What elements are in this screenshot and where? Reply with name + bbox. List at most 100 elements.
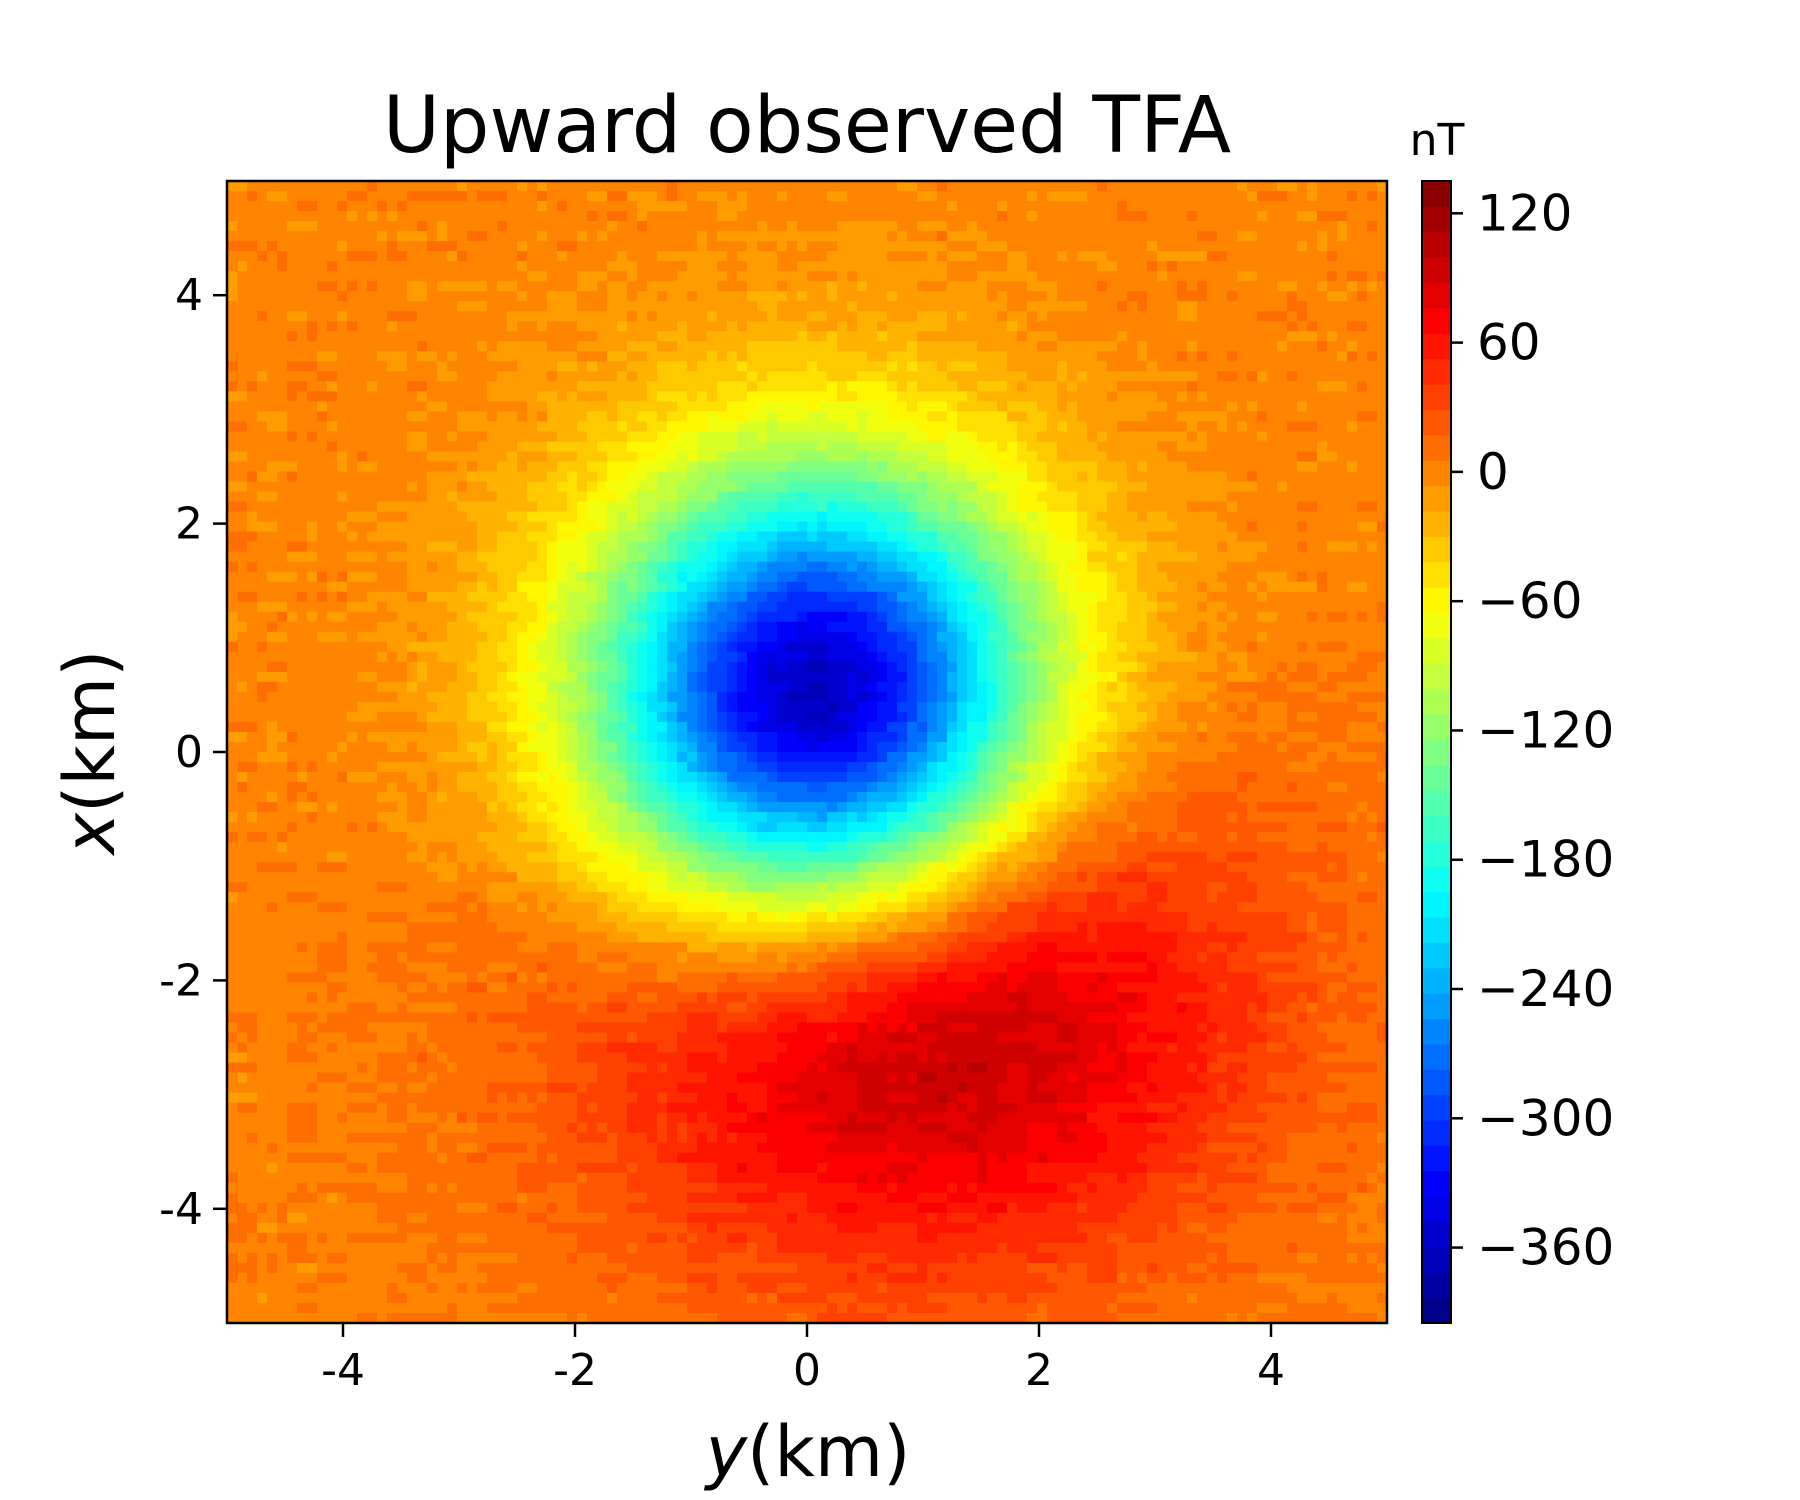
- heatmap-cell: [1227, 331, 1238, 342]
- heatmap-cell: [1017, 341, 1028, 352]
- heatmap-cell: [1307, 351, 1318, 362]
- heatmap-cell: [1357, 391, 1368, 402]
- heatmap-cell: [977, 201, 988, 212]
- heatmap-cell: [267, 361, 278, 372]
- heatmap-cell: [1317, 311, 1328, 322]
- heatmap-cell: [787, 261, 798, 272]
- heatmap-cell: [937, 441, 948, 453]
- heatmap-cell: [237, 511, 248, 523]
- heatmap-cell: [1317, 431, 1328, 443]
- heatmap-cell: [877, 431, 888, 443]
- heatmap-cell: [557, 311, 568, 322]
- heatmap-cell: [1237, 421, 1248, 433]
- heatmap-cell: [1357, 301, 1368, 312]
- heatmap-cell: [247, 581, 258, 593]
- heatmap-cell: [447, 441, 458, 453]
- heatmap-cell: [387, 261, 398, 272]
- heatmap-cell: [1237, 261, 1248, 272]
- heatmap-cell: [237, 321, 248, 332]
- heatmap-cell: [1297, 201, 1308, 212]
- heatmap-cell: [247, 561, 258, 573]
- heatmap-cell: [267, 441, 278, 453]
- heatmap-cell: [1377, 191, 1387, 202]
- heatmap-cell: [1057, 561, 1068, 573]
- heatmap-cell: [847, 331, 858, 342]
- heatmap-cell: [477, 371, 488, 382]
- heatmap-cell: [527, 251, 538, 262]
- heatmap-cell: [1297, 421, 1308, 433]
- heatmap-cell: [257, 471, 268, 483]
- heatmap-cell: [797, 571, 808, 583]
- heatmap-cell: [457, 191, 468, 202]
- heatmap-cell: [967, 241, 978, 252]
- heatmap-cell: [557, 481, 568, 493]
- heatmap-cell: [377, 191, 388, 202]
- heatmap-cell: [1357, 541, 1368, 553]
- heatmap-cell: [1227, 451, 1238, 463]
- heatmap-cell: [1337, 371, 1348, 382]
- heatmap-cell: [547, 181, 558, 192]
- heatmap-cell: [1157, 481, 1168, 493]
- heatmap-cell: [777, 431, 788, 443]
- heatmap-cell: [557, 251, 568, 262]
- heatmap-cell: [957, 491, 968, 503]
- heatmap-cell: [777, 191, 788, 202]
- heatmap-cell: [447, 531, 458, 543]
- heatmap-cell: [897, 371, 908, 382]
- heatmap-cell: [257, 481, 268, 493]
- heatmap-cell: [607, 271, 618, 282]
- heatmap-cell: [477, 291, 488, 302]
- heatmap-cell: [567, 201, 578, 212]
- heatmap-cell: [1317, 191, 1328, 202]
- heatmap-cell: [627, 221, 638, 232]
- heatmap-cell: [417, 421, 428, 433]
- heatmap-cell: [417, 291, 428, 302]
- heatmap-cell: [547, 411, 558, 423]
- heatmap-cell: [807, 431, 818, 443]
- heatmap-cell: [607, 351, 618, 362]
- heatmap-cell: [237, 211, 248, 222]
- heatmap-cell: [587, 211, 598, 222]
- heatmap-cell: [767, 551, 778, 563]
- heatmap-cell: [427, 401, 438, 413]
- heatmap-cell: [1327, 341, 1338, 352]
- heatmap-cell: [1097, 261, 1108, 272]
- heatmap-cell: [667, 431, 678, 443]
- heatmap-cell: [387, 331, 398, 342]
- heatmap-cell: [567, 351, 578, 362]
- heatmap-cell: [1127, 591, 1138, 603]
- heatmap-cell: [827, 461, 838, 473]
- heatmap-cell: [897, 301, 908, 312]
- heatmap-cell: [1217, 391, 1228, 402]
- heatmap-cell: [897, 341, 908, 352]
- heatmap-cell: [1107, 481, 1118, 493]
- heatmap-cell: [717, 271, 728, 282]
- heatmap-cell: [787, 321, 798, 332]
- heatmap-cell: [727, 271, 738, 282]
- heatmap-cell: [537, 371, 548, 382]
- heatmap-cell: [267, 401, 278, 413]
- heatmap-cell: [1337, 261, 1348, 272]
- heatmap-cell: [1137, 351, 1148, 362]
- heatmap-cell: [287, 431, 298, 443]
- heatmap-cell: [1367, 411, 1378, 423]
- heatmap-cell: [1037, 181, 1048, 192]
- heatmap-cell: [227, 341, 238, 352]
- heatmap-cell: [677, 241, 688, 252]
- heatmap-cell: [787, 441, 798, 453]
- heatmap-cell: [1057, 581, 1068, 593]
- heatmap-cell: [1377, 291, 1387, 302]
- heatmap-cell: [257, 401, 268, 413]
- heatmap-cell: [1247, 571, 1258, 583]
- heatmap-cell: [357, 461, 368, 473]
- heatmap-cell: [1167, 551, 1178, 563]
- heatmap-cell: [327, 591, 338, 603]
- heatmap-cell: [1217, 511, 1228, 523]
- heatmap-cell: [997, 571, 1008, 583]
- heatmap-cell: [1307, 251, 1318, 262]
- heatmap-cell: [1117, 601, 1128, 613]
- heatmap-cell: [997, 461, 1008, 473]
- heatmap-cell: [607, 571, 618, 583]
- heatmap-cell: [327, 571, 338, 583]
- heatmap-cell: [247, 421, 258, 433]
